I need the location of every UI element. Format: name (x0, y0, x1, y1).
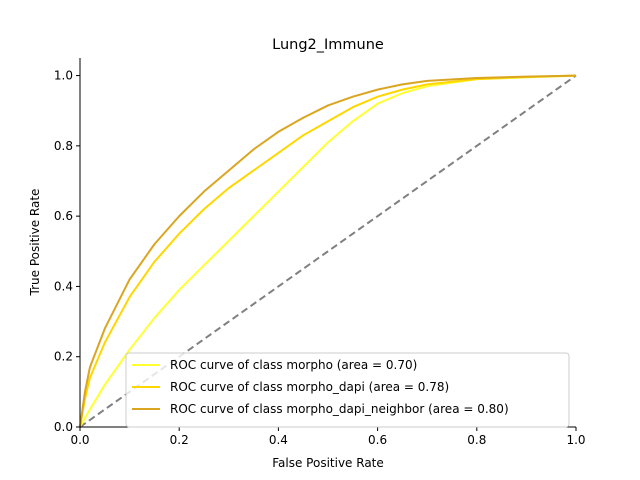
y-tick-label: 0.4 (54, 279, 73, 293)
x-tick-label: 0.0 (70, 433, 89, 447)
y-axis-ticks: 0.0 0.2 0.4 0.6 0.8 1.0 (54, 69, 80, 434)
x-tick-label: 1.0 (566, 433, 585, 447)
legend: ROC curve of class morpho (area = 0.70) R… (125, 352, 570, 428)
plot-area (79, 74, 577, 428)
y-tick-label: 0.8 (54, 139, 73, 153)
y-tick-label: 1.0 (54, 69, 73, 83)
series-line-0 (79, 74, 577, 428)
y-tick-label: 0.2 (54, 350, 73, 364)
x-tick-label: 0.4 (269, 433, 288, 447)
legend-label: ROC curve of class morpho_dapi (area = 0… (170, 380, 449, 394)
series-line-1 (79, 74, 577, 428)
chart-title: Lung2_Immune (272, 37, 384, 53)
x-axis-label: False Positive Rate (272, 456, 384, 470)
legend-box (125, 352, 570, 428)
y-tick-label: 0.0 (54, 420, 73, 434)
y-tick-label: 0.6 (54, 209, 73, 223)
legend-label: ROC curve of class morpho_dapi_neighbor … (170, 402, 509, 416)
x-tick-label: 0.8 (467, 433, 486, 447)
y-axis-label: True Positive Rate (28, 189, 42, 297)
x-tick-label: 0.2 (170, 433, 189, 447)
legend-label: ROC curve of class morpho (area = 0.70) (170, 358, 417, 372)
x-tick-label: 0.6 (368, 433, 387, 447)
x-axis-ticks: 0.0 0.2 0.4 0.6 0.8 1.0 (70, 427, 586, 447)
series-line-2 (79, 74, 577, 428)
